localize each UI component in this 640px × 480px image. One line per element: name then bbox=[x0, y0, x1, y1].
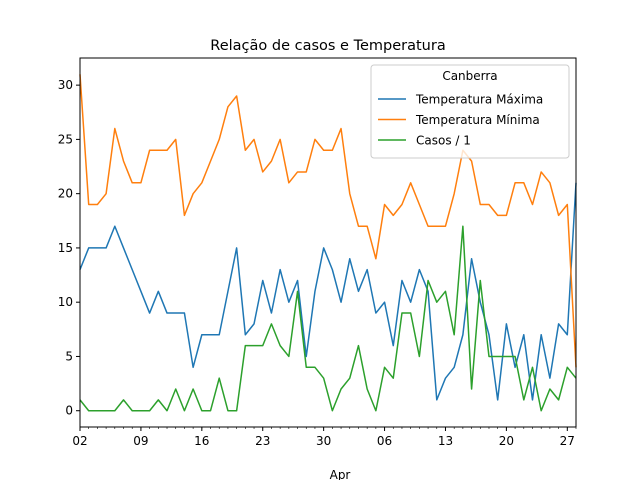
y-axis: 0 5 10 15 20 25 30 bbox=[58, 78, 80, 418]
x-axis: 02 09 16 23 30 06 13 20 27 bbox=[72, 427, 577, 448]
x-tick-label: 02 bbox=[72, 434, 87, 448]
x-tick-label: 06 bbox=[377, 434, 392, 448]
x-tick-label: 23 bbox=[255, 434, 270, 448]
chart-title: Relação de casos e Temperatura bbox=[210, 38, 445, 54]
legend-items: Temperatura Máxima Temperatura Mínima Caso… bbox=[378, 93, 543, 148]
legend-label-0: Temperatura Máxima bbox=[415, 93, 543, 107]
legend-label-1: Temperatura Mínima bbox=[415, 113, 540, 127]
x-axis-label: Apr bbox=[330, 468, 351, 480]
series-line-1 bbox=[79, 74, 577, 368]
y-tick-label: 25 bbox=[58, 132, 73, 146]
legend-box bbox=[370, 64, 570, 159]
y-tick-label: 10 bbox=[58, 295, 73, 309]
y-tick-label: 5 bbox=[65, 349, 73, 363]
x-tick-label: 27 bbox=[560, 434, 575, 448]
x-tick-label: 13 bbox=[438, 434, 453, 448]
series-line-2 bbox=[79, 225, 577, 412]
series-line-0 bbox=[79, 182, 577, 401]
legend-title: Canberra bbox=[442, 69, 497, 83]
x-tick-label: 09 bbox=[133, 434, 148, 448]
legend-label-2: Casos / 1 bbox=[416, 134, 471, 148]
x-tick-label: 16 bbox=[194, 434, 209, 448]
y-tick-label: 0 bbox=[65, 404, 73, 418]
y-tick-label: 15 bbox=[58, 241, 73, 255]
plot-frame bbox=[79, 57, 577, 428]
y-tick-label: 20 bbox=[58, 187, 73, 201]
plot-lines bbox=[79, 74, 577, 412]
y-tick-label: 30 bbox=[58, 78, 73, 92]
x-tick-label: 20 bbox=[499, 434, 514, 448]
x-tick-label: 30 bbox=[316, 434, 331, 448]
